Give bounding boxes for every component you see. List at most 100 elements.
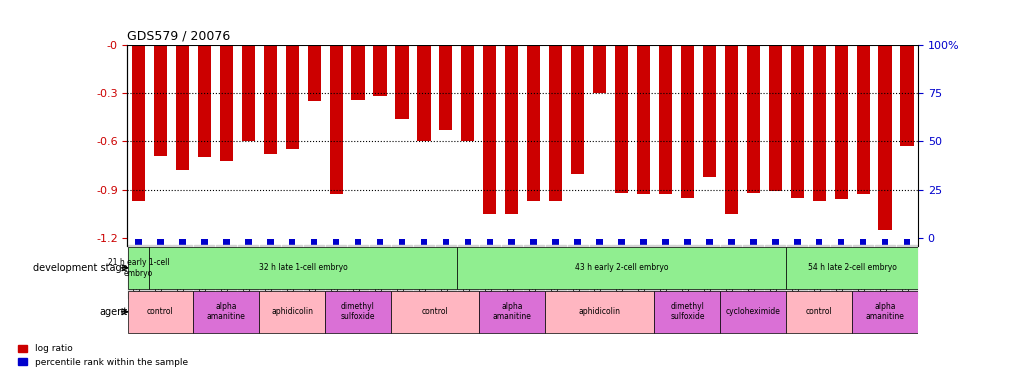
Bar: [574, 240, 581, 246]
Bar: [552, 240, 558, 246]
Bar: [504, 45, 518, 214]
FancyBboxPatch shape: [127, 291, 194, 333]
Bar: [332, 240, 339, 246]
Text: alpha
amanitine: alpha amanitine: [865, 302, 904, 321]
Bar: [198, 45, 211, 158]
Bar: [131, 45, 145, 201]
FancyBboxPatch shape: [325, 291, 390, 333]
Bar: [398, 240, 405, 246]
Bar: [900, 45, 913, 146]
Bar: [136, 240, 142, 246]
Bar: [592, 45, 605, 93]
Bar: [705, 240, 712, 246]
Text: control: control: [147, 307, 173, 316]
Bar: [311, 240, 317, 246]
FancyBboxPatch shape: [259, 291, 325, 333]
Bar: [175, 45, 189, 170]
Text: development stage: development stage: [33, 263, 127, 273]
Bar: [614, 45, 628, 193]
Bar: [903, 240, 909, 246]
Bar: [548, 45, 561, 201]
Bar: [154, 45, 167, 156]
Text: 21 h early 1-cell
embryo: 21 h early 1-cell embryo: [108, 258, 169, 278]
Bar: [530, 240, 536, 246]
Bar: [681, 45, 693, 198]
FancyBboxPatch shape: [851, 291, 917, 333]
Bar: [439, 45, 452, 130]
Bar: [288, 240, 296, 246]
Bar: [267, 240, 273, 246]
FancyBboxPatch shape: [654, 291, 719, 333]
FancyBboxPatch shape: [150, 247, 457, 289]
Bar: [373, 45, 386, 96]
Bar: [661, 240, 668, 246]
Bar: [263, 45, 276, 154]
FancyBboxPatch shape: [390, 291, 478, 333]
FancyBboxPatch shape: [544, 291, 654, 333]
Text: 54 h late 2-cell embryo: 54 h late 2-cell embryo: [807, 263, 896, 272]
Bar: [571, 45, 584, 174]
Bar: [658, 45, 672, 195]
Bar: [768, 45, 782, 191]
Bar: [352, 45, 365, 100]
Text: control: control: [421, 307, 448, 316]
Bar: [483, 45, 496, 214]
Bar: [527, 45, 540, 201]
Text: dimethyl
sulfoxide: dimethyl sulfoxide: [669, 302, 704, 321]
Bar: [157, 240, 164, 246]
Bar: [417, 45, 430, 141]
Bar: [815, 240, 821, 246]
Bar: [420, 240, 427, 246]
Bar: [640, 240, 646, 246]
Bar: [242, 45, 255, 141]
Bar: [395, 45, 409, 119]
Bar: [636, 45, 649, 195]
Bar: [834, 45, 847, 199]
Bar: [728, 240, 734, 246]
Bar: [746, 45, 759, 193]
Bar: [508, 240, 515, 246]
Bar: [749, 240, 756, 246]
Bar: [329, 45, 342, 195]
FancyBboxPatch shape: [127, 247, 150, 289]
Bar: [223, 240, 229, 246]
FancyBboxPatch shape: [786, 247, 917, 289]
Bar: [880, 240, 888, 246]
Bar: [219, 45, 232, 161]
Bar: [771, 240, 777, 246]
Text: GDS579 / 20076: GDS579 / 20076: [127, 30, 230, 42]
Legend: log ratio, percentile rank within the sample: log ratio, percentile rank within the sa…: [14, 341, 192, 370]
Bar: [464, 240, 471, 246]
FancyBboxPatch shape: [478, 291, 544, 333]
Bar: [376, 240, 383, 246]
Text: aphidicolin: aphidicolin: [578, 307, 620, 316]
Text: alpha
amanitine: alpha amanitine: [492, 302, 531, 321]
Text: 43 h early 2-cell embryo: 43 h early 2-cell embryo: [575, 263, 667, 272]
Bar: [486, 240, 492, 246]
Text: control: control: [805, 307, 832, 316]
Bar: [285, 45, 299, 150]
Bar: [790, 45, 803, 198]
Text: aphidicolin: aphidicolin: [271, 307, 313, 316]
Text: agent: agent: [99, 307, 127, 317]
Bar: [618, 240, 625, 246]
Bar: [201, 240, 208, 246]
Bar: [856, 45, 869, 195]
Bar: [837, 240, 844, 246]
Bar: [442, 240, 448, 246]
FancyBboxPatch shape: [719, 291, 786, 333]
Bar: [877, 45, 891, 230]
Text: dimethyl
sulfoxide: dimethyl sulfoxide: [340, 302, 375, 321]
FancyBboxPatch shape: [457, 247, 786, 289]
Bar: [245, 240, 252, 246]
Bar: [308, 45, 320, 101]
Bar: [684, 240, 690, 246]
Bar: [355, 240, 361, 246]
Text: 32 h late 1-cell embryo: 32 h late 1-cell embryo: [259, 263, 347, 272]
Bar: [793, 240, 800, 246]
Bar: [725, 45, 737, 214]
Text: alpha
amanitine: alpha amanitine: [207, 302, 246, 321]
Bar: [596, 240, 602, 246]
Bar: [812, 45, 825, 201]
Text: cycloheximide: cycloheximide: [726, 307, 780, 316]
